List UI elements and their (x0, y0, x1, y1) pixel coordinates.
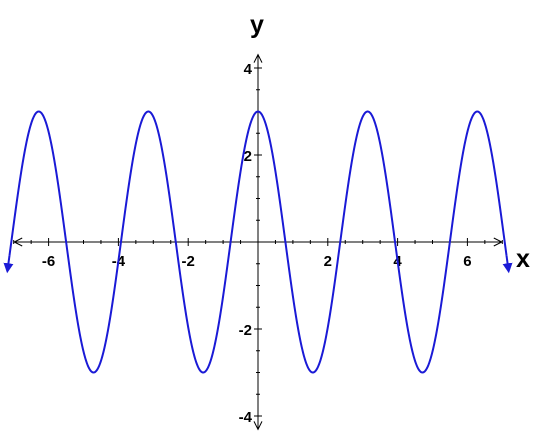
x-tick-label: 6 (463, 253, 471, 270)
y-axis-top-arrow (253, 53, 263, 63)
curve-left-arrow (3, 255, 14, 274)
x-tick-label: -2 (182, 253, 195, 270)
series-line-0 (8, 110, 508, 374)
y-axis-bottom-arrow (253, 421, 263, 431)
x-tick-label: -6 (42, 253, 55, 270)
axes (13, 53, 503, 431)
axis-ticks (13, 67, 503, 417)
y-tick-label: -4 (239, 409, 253, 426)
y-tick-label: 2 (244, 148, 252, 165)
x-tick-label: 2 (324, 253, 332, 270)
curves (3, 110, 513, 374)
y-tick-label: -2 (239, 322, 252, 339)
x-axis-left-arrow (13, 237, 23, 247)
x-axis-label: x (516, 245, 530, 273)
y-axis-label: y (250, 11, 264, 39)
y-tick-label: 4 (244, 61, 253, 78)
curve-right-arrow (502, 255, 513, 274)
tick-labels: -6 -4 -2 2 4 6-4-224 (42, 61, 472, 426)
x-axis-right-arrow (493, 237, 503, 247)
